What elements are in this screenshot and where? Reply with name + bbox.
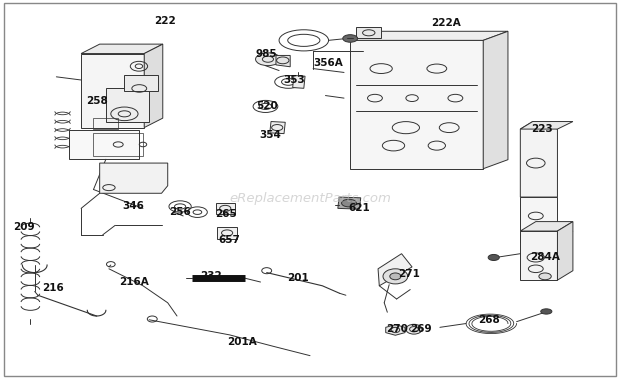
Text: 268: 268 (479, 315, 500, 325)
Circle shape (383, 269, 408, 284)
Text: 232: 232 (200, 271, 222, 281)
Polygon shape (100, 163, 168, 193)
Polygon shape (520, 122, 557, 197)
Polygon shape (386, 325, 405, 335)
Text: 209: 209 (14, 222, 35, 232)
Polygon shape (293, 75, 305, 88)
Polygon shape (483, 31, 508, 169)
Polygon shape (338, 197, 361, 209)
Text: 201A: 201A (227, 337, 257, 348)
Polygon shape (557, 222, 573, 280)
Circle shape (406, 324, 422, 334)
Text: 621: 621 (348, 204, 370, 213)
Text: 258: 258 (86, 96, 107, 106)
Ellipse shape (488, 254, 499, 260)
Text: 222A: 222A (432, 18, 461, 28)
Text: 353: 353 (284, 75, 306, 85)
Polygon shape (350, 40, 483, 169)
Text: 216A: 216A (119, 277, 149, 287)
Text: eReplacementParts.com: eReplacementParts.com (229, 193, 391, 205)
Bar (94, 118, 118, 129)
Polygon shape (144, 44, 163, 128)
Text: 356A: 356A (314, 58, 343, 68)
Polygon shape (217, 227, 237, 239)
Text: 346: 346 (123, 202, 144, 211)
Text: 216: 216 (42, 283, 64, 293)
Polygon shape (520, 231, 573, 242)
Text: 270: 270 (386, 324, 407, 334)
Text: 201: 201 (287, 273, 309, 283)
Text: 265: 265 (216, 209, 237, 219)
Text: 256: 256 (169, 207, 191, 217)
Bar (125, 75, 159, 91)
Polygon shape (350, 31, 508, 40)
Polygon shape (520, 222, 573, 231)
Bar (106, 88, 149, 122)
Bar (356, 27, 381, 38)
Ellipse shape (539, 273, 551, 280)
Polygon shape (81, 44, 163, 53)
Polygon shape (81, 53, 144, 128)
Circle shape (390, 273, 401, 280)
Text: 520: 520 (256, 102, 278, 111)
Ellipse shape (342, 199, 356, 207)
Polygon shape (520, 197, 557, 242)
Ellipse shape (541, 309, 552, 314)
Polygon shape (520, 122, 573, 129)
Text: 223: 223 (531, 124, 553, 134)
Text: 354: 354 (259, 130, 281, 140)
Text: 657: 657 (219, 235, 241, 246)
Text: 985: 985 (256, 49, 278, 59)
Polygon shape (69, 130, 139, 159)
Text: 284A: 284A (530, 252, 560, 263)
Text: 271: 271 (398, 269, 420, 279)
Text: 222: 222 (154, 16, 175, 27)
Ellipse shape (343, 35, 358, 42)
Polygon shape (270, 122, 285, 134)
Polygon shape (216, 203, 234, 214)
Ellipse shape (255, 53, 280, 66)
Text: 269: 269 (410, 324, 432, 334)
Bar (94, 133, 143, 155)
Polygon shape (378, 254, 412, 286)
Polygon shape (520, 231, 557, 280)
Polygon shape (276, 55, 290, 67)
